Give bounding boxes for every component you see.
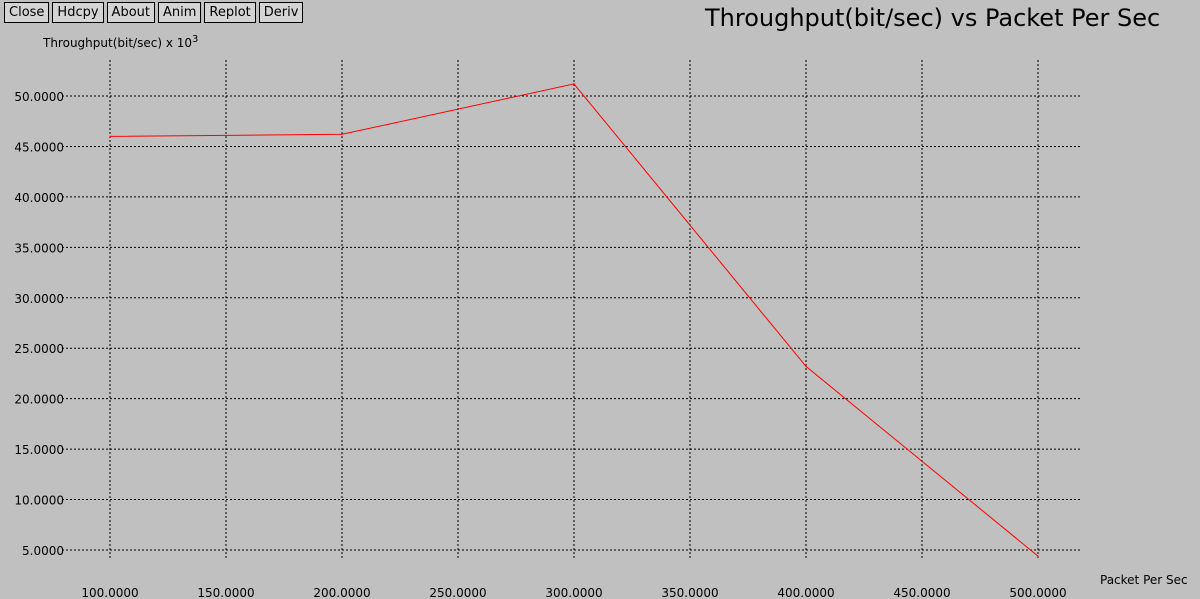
close-button[interactable]: Close: [4, 2, 50, 23]
chart-title: Throughput(bit/sec) vs Packet Per Sec: [705, 4, 1161, 32]
x-axis-label: Packet Per Sec: [1100, 573, 1188, 587]
x-tick-label: 250.0000: [429, 586, 486, 599]
data-point: [109, 135, 111, 137]
hdcpy-button[interactable]: Hdcpy: [52, 2, 104, 23]
data-point: [341, 133, 343, 135]
data-point: [805, 365, 807, 367]
anim-button[interactable]: Anim: [157, 2, 202, 23]
y-tick-label: 5.0000: [22, 544, 64, 558]
x-tick-label: 400.0000: [777, 586, 834, 599]
grid: [62, 60, 1082, 560]
y-tick-label: 10.0000: [14, 494, 64, 508]
x-tick-label: 150.0000: [197, 586, 254, 599]
y-tick-label: 35.0000: [14, 241, 64, 255]
about-button[interactable]: About: [106, 2, 155, 23]
y-axis-label-text: Throughput(bit/sec) x 10: [43, 36, 192, 50]
y-tick-label: 15.0000: [14, 443, 64, 457]
y-tick-label: 30.0000: [14, 292, 64, 306]
y-tick-label: 20.0000: [14, 393, 64, 407]
y-axis-label: Throughput(bit/sec) x 103: [43, 34, 198, 50]
deriv-button[interactable]: Deriv: [258, 2, 304, 23]
toolbar: Close Hdcpy About Anim Replot Deriv: [4, 2, 304, 23]
x-tick-label: 300.0000: [545, 586, 602, 599]
y-tick-label: 40.0000: [14, 191, 64, 205]
series-layer: [109, 83, 1039, 557]
y-tick-label: 25.0000: [14, 342, 64, 356]
y-tick-label: 45.0000: [14, 140, 64, 154]
data-point: [1037, 555, 1039, 557]
x-tick-label: 350.0000: [661, 586, 718, 599]
x-tick-label: 100.0000: [81, 586, 138, 599]
x-tick-label: 200.0000: [313, 586, 370, 599]
replot-button[interactable]: Replot: [204, 2, 256, 23]
x-tick-label: 450.0000: [893, 586, 950, 599]
x-tick-label: 500.0000: [1009, 586, 1066, 599]
y-axis-label-exponent: 3: [192, 34, 199, 45]
tick-labels: 100.0000 150.0000 200.0000 250.0000 300.0000…: [14, 90, 1066, 599]
y-tick-label: 50.0000: [14, 90, 64, 104]
data-point: [573, 83, 575, 85]
